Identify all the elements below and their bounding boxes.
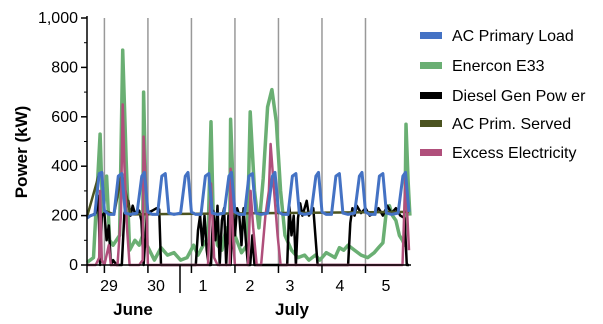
x-axis-ticks: 29 30 1 2 3 4 5 June July bbox=[86, 265, 391, 319]
legend-label-3: AC Prim. Served bbox=[452, 116, 571, 133]
y-tick-label-4: 800 bbox=[51, 59, 78, 76]
x-day-label-0: 29 bbox=[100, 278, 118, 295]
x-month-label-1: July bbox=[275, 300, 310, 319]
y-axis-ticks: 0 200 400 600 800 1,000 bbox=[38, 10, 87, 274]
legend-label-4: Excess Electricity bbox=[452, 145, 576, 162]
legend-swatch-3 bbox=[420, 120, 442, 127]
x-month-label-0: June bbox=[113, 300, 153, 319]
legend-label-2: Diesel Gen Pow er bbox=[452, 88, 586, 105]
y-axis-title: Power (kW) bbox=[12, 106, 31, 199]
y-tick-label-2: 400 bbox=[51, 158, 78, 175]
series-line-0 bbox=[86, 170, 411, 220]
y-tick-label-3: 600 bbox=[51, 109, 78, 126]
y-tick-label-5: 1,000 bbox=[38, 10, 78, 27]
y-tick-label-0: 0 bbox=[69, 257, 78, 274]
series-line-1 bbox=[85, 48, 412, 264]
x-day-label-2: 1 bbox=[199, 278, 208, 295]
legend: AC Primary Load Enercon E33 Diesel Gen Pow… bbox=[420, 28, 586, 162]
x-day-label-1: 30 bbox=[147, 278, 165, 295]
x-day-label-4: 3 bbox=[286, 278, 295, 295]
x-day-label-6: 5 bbox=[382, 278, 391, 295]
y-tick-label-1: 200 bbox=[51, 208, 78, 225]
legend-swatch-2 bbox=[420, 92, 442, 99]
series-lines bbox=[85, 48, 412, 267]
x-day-label-5: 4 bbox=[336, 278, 345, 295]
axes bbox=[86, 16, 411, 266]
legend-label-1: Enercon E33 bbox=[452, 58, 545, 75]
legend-swatch-4 bbox=[420, 149, 442, 156]
x-day-label-3: 2 bbox=[246, 278, 255, 295]
legend-swatch-0 bbox=[420, 32, 442, 39]
legend-swatch-1 bbox=[420, 62, 442, 69]
legend-label-0: AC Primary Load bbox=[452, 28, 574, 45]
